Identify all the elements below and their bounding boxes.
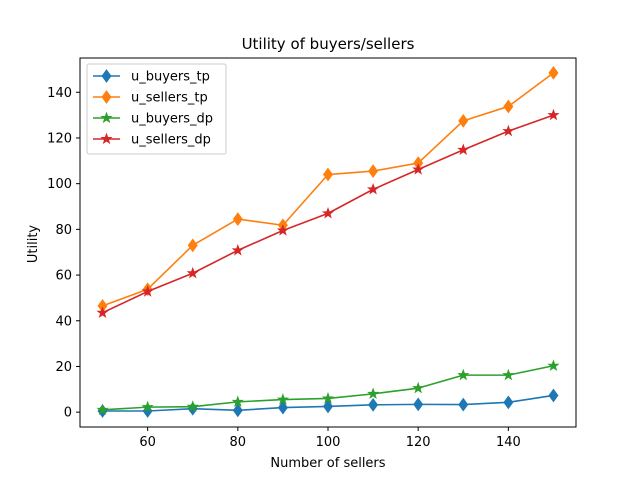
data-point bbox=[412, 381, 425, 394]
data-point bbox=[321, 392, 335, 404]
data-point bbox=[457, 143, 470, 156]
legend-entry: u_buyers_tp bbox=[93, 69, 210, 85]
legend-label: u_sellers_dp bbox=[131, 133, 211, 148]
x-axis-ticks: 60 80 100 120 140 bbox=[139, 427, 521, 450]
data-point bbox=[323, 167, 333, 182]
y-tick-label: 40 bbox=[55, 314, 72, 329]
plot-area bbox=[96, 65, 560, 418]
data-point bbox=[186, 266, 199, 279]
legend-marker bbox=[101, 90, 112, 104]
data-point bbox=[503, 395, 514, 410]
x-tick-label: 80 bbox=[230, 435, 247, 450]
data-point bbox=[321, 206, 335, 219]
y-tick-label: 80 bbox=[55, 223, 72, 238]
x-tick-label: 140 bbox=[496, 435, 521, 450]
series-u_sellers_dp bbox=[96, 108, 560, 318]
series-u_buyers_dp bbox=[96, 359, 560, 416]
y-tick-label: 120 bbox=[47, 131, 72, 146]
data-point bbox=[368, 164, 379, 178]
data-point bbox=[186, 400, 199, 412]
data-point bbox=[548, 65, 559, 80]
data-point bbox=[368, 397, 379, 412]
legend-entry: u_sellers_tp bbox=[93, 90, 208, 106]
series-u_buyers_tp bbox=[97, 388, 559, 418]
legend-label: u_buyers_dp bbox=[131, 112, 213, 127]
data-point bbox=[231, 243, 244, 256]
data-point bbox=[96, 306, 109, 318]
data-point bbox=[232, 403, 243, 418]
data-point bbox=[141, 285, 154, 297]
data-point bbox=[502, 368, 515, 381]
data-point bbox=[547, 108, 560, 121]
chart-title: Utility of buyers/sellers bbox=[242, 35, 415, 53]
y-tick-label: 20 bbox=[55, 360, 72, 375]
y-tick-label: 100 bbox=[47, 177, 72, 192]
data-point bbox=[412, 163, 425, 175]
data-point bbox=[276, 393, 289, 405]
data-point bbox=[457, 368, 470, 381]
x-tick-label: 60 bbox=[139, 435, 156, 450]
data-point bbox=[141, 400, 154, 413]
y-axis-ticks: 0 20 40 60 80 100 120 140 bbox=[47, 86, 80, 421]
legend-marker bbox=[100, 111, 113, 124]
data-point bbox=[367, 387, 380, 400]
data-point bbox=[277, 400, 288, 415]
data-point bbox=[96, 403, 109, 416]
data-point bbox=[413, 397, 424, 412]
legend-entry: u_sellers_dp bbox=[93, 133, 211, 148]
data-point bbox=[232, 212, 243, 226]
legend-label: u_buyers_tp bbox=[131, 70, 210, 85]
legend-entry: u_buyers_dp bbox=[93, 112, 213, 127]
legend-marker bbox=[101, 69, 112, 83]
legend-marker bbox=[100, 132, 113, 145]
data-point bbox=[458, 397, 469, 412]
data-point bbox=[502, 124, 515, 137]
data-point bbox=[276, 224, 289, 236]
data-point bbox=[503, 99, 514, 114]
y-axis-label: Utility bbox=[26, 225, 41, 264]
data-point bbox=[548, 388, 559, 403]
y-tick-label: 140 bbox=[47, 86, 72, 101]
data-point bbox=[187, 238, 198, 253]
x-tick-label: 120 bbox=[406, 435, 431, 450]
data-point bbox=[547, 359, 560, 371]
data-point bbox=[323, 399, 333, 414]
legend-box bbox=[86, 63, 227, 155]
data-point bbox=[231, 395, 244, 408]
data-point bbox=[458, 113, 469, 128]
legend-label: u_sellers_tp bbox=[131, 91, 208, 106]
legend: u_buyers_tp u_sellers_tp u_buyers_dp u_sell… bbox=[86, 63, 227, 155]
x-axis-label: Number of sellers bbox=[270, 456, 385, 471]
axes-frame bbox=[79, 57, 577, 428]
data-point bbox=[367, 182, 380, 195]
x-tick-label: 100 bbox=[316, 435, 341, 450]
y-tick-label: 0 bbox=[64, 406, 72, 421]
y-tick-label: 60 bbox=[55, 269, 72, 284]
axes: 60 80 100 120 140 0 20 40 60 80 100 120 140 bbox=[47, 57, 577, 450]
